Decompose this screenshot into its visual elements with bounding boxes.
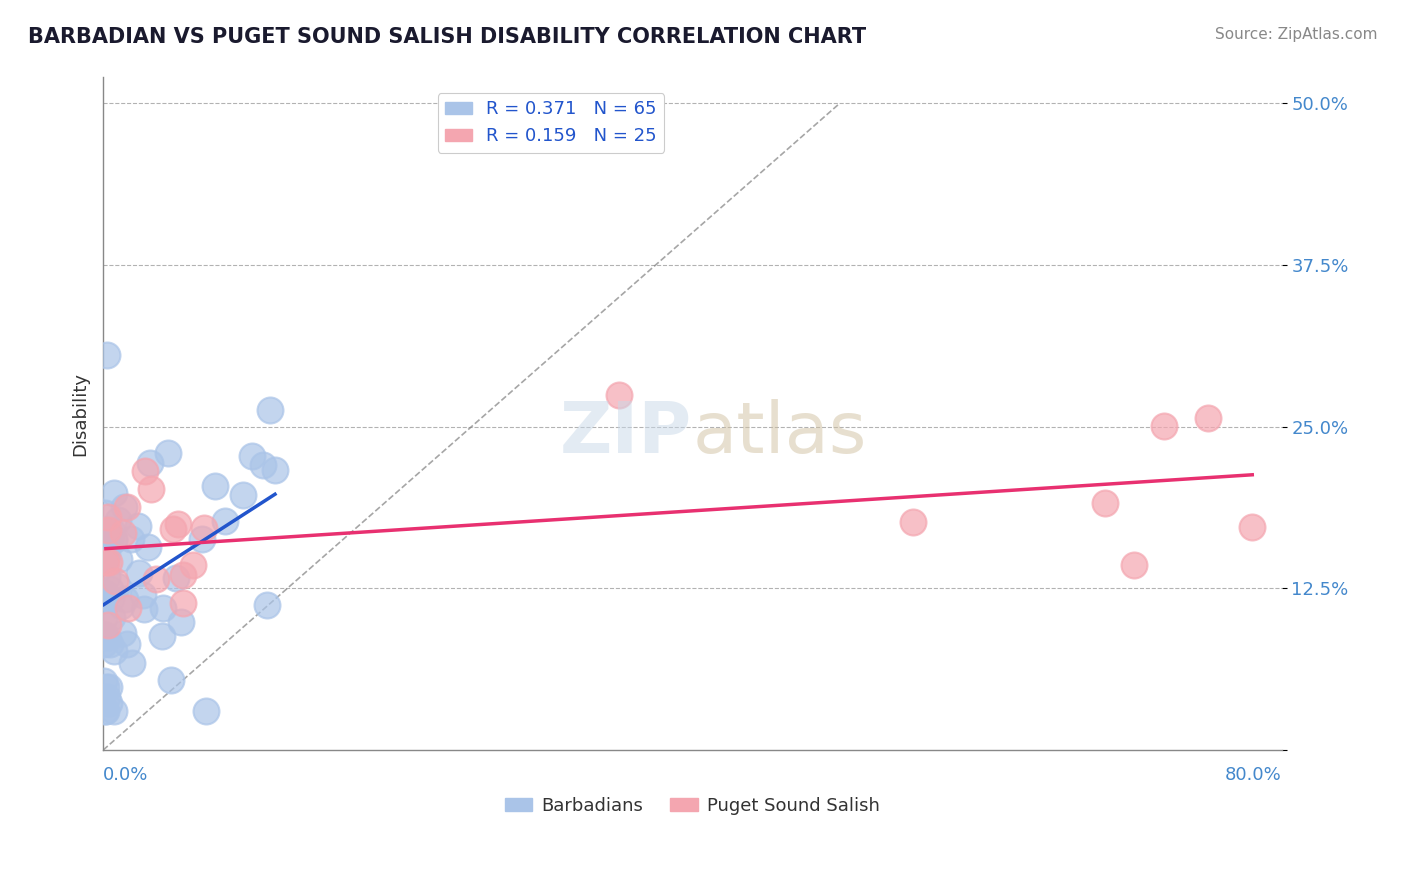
- Point: [104, 574, 127, 588]
- Point: [105, 579, 128, 593]
- Point: [107, 513, 129, 527]
- Point: [167, 516, 190, 531]
- Point: [98, 531, 121, 545]
- Point: [1094, 496, 1116, 510]
- Point: [97, 696, 120, 710]
- Point: [100, 524, 122, 538]
- Point: [150, 629, 173, 643]
- Point: [136, 540, 159, 554]
- Point: [120, 532, 142, 546]
- Point: [93, 626, 115, 640]
- Point: [165, 571, 187, 585]
- Point: [152, 601, 174, 615]
- Point: [127, 519, 149, 533]
- Point: [96, 630, 118, 644]
- Point: [94, 704, 117, 718]
- Point: [94, 555, 117, 569]
- Point: [97, 618, 120, 632]
- Point: [103, 533, 125, 547]
- Point: [93, 629, 115, 643]
- Point: [1153, 419, 1175, 434]
- Point: [97, 555, 120, 569]
- Point: [170, 615, 193, 629]
- Text: atlas: atlas: [692, 400, 868, 468]
- Y-axis label: Disability: Disability: [72, 372, 89, 456]
- Point: [94, 553, 117, 567]
- Point: [172, 568, 194, 582]
- Point: [93, 523, 115, 537]
- Point: [195, 704, 218, 718]
- Point: [93, 637, 115, 651]
- Point: [128, 566, 150, 580]
- Point: [103, 704, 125, 718]
- Point: [607, 388, 630, 402]
- Point: [97, 510, 120, 524]
- Point: [240, 449, 263, 463]
- Text: 80.0%: 80.0%: [1225, 766, 1282, 784]
- Point: [181, 558, 204, 572]
- Point: [1197, 410, 1219, 425]
- Point: [138, 456, 160, 470]
- Point: [94, 704, 117, 718]
- Point: [94, 585, 117, 599]
- Point: [111, 626, 134, 640]
- Point: [98, 582, 121, 596]
- Point: [134, 602, 156, 616]
- Point: [93, 611, 115, 625]
- Point: [259, 402, 281, 417]
- Point: [94, 542, 117, 557]
- Point: [252, 458, 274, 473]
- Point: [103, 533, 125, 548]
- Point: [134, 464, 156, 478]
- Point: [191, 532, 214, 546]
- Point: [193, 521, 215, 535]
- Point: [94, 588, 117, 602]
- Point: [98, 637, 121, 651]
- Point: [121, 657, 143, 671]
- Point: [115, 637, 138, 651]
- Point: [214, 514, 236, 528]
- Point: [111, 526, 134, 541]
- Point: [903, 516, 925, 530]
- Point: [204, 479, 226, 493]
- Text: 0.0%: 0.0%: [103, 766, 149, 784]
- Point: [96, 348, 118, 362]
- Point: [139, 482, 162, 496]
- Point: [117, 601, 139, 615]
- Point: [157, 446, 180, 460]
- Point: [232, 488, 254, 502]
- Point: [132, 588, 155, 602]
- Point: [172, 596, 194, 610]
- Point: [94, 681, 117, 695]
- Point: [96, 690, 118, 704]
- Point: [93, 506, 115, 520]
- Legend: Barbadians, Puget Sound Salish: Barbadians, Puget Sound Salish: [498, 789, 887, 822]
- Point: [94, 546, 117, 560]
- Point: [101, 610, 124, 624]
- Point: [145, 572, 167, 586]
- Point: [96, 570, 118, 584]
- Point: [100, 591, 122, 606]
- Point: [1123, 558, 1146, 572]
- Point: [256, 598, 278, 612]
- Point: [96, 548, 118, 562]
- Point: [115, 500, 138, 514]
- Point: [107, 552, 129, 566]
- Point: [1241, 519, 1264, 533]
- Text: ZIP: ZIP: [560, 400, 692, 468]
- Point: [112, 500, 135, 514]
- Point: [103, 643, 125, 657]
- Text: BARBADIAN VS PUGET SOUND SALISH DISABILITY CORRELATION CHART: BARBADIAN VS PUGET SOUND SALISH DISABILI…: [28, 27, 866, 46]
- Point: [93, 674, 115, 689]
- Point: [162, 522, 184, 536]
- Point: [97, 523, 120, 537]
- Point: [103, 486, 125, 500]
- Point: [114, 591, 136, 606]
- Point: [264, 463, 287, 477]
- Point: [110, 599, 132, 614]
- Text: Source: ZipAtlas.com: Source: ZipAtlas.com: [1215, 27, 1378, 42]
- Point: [97, 680, 120, 694]
- Point: [159, 673, 181, 687]
